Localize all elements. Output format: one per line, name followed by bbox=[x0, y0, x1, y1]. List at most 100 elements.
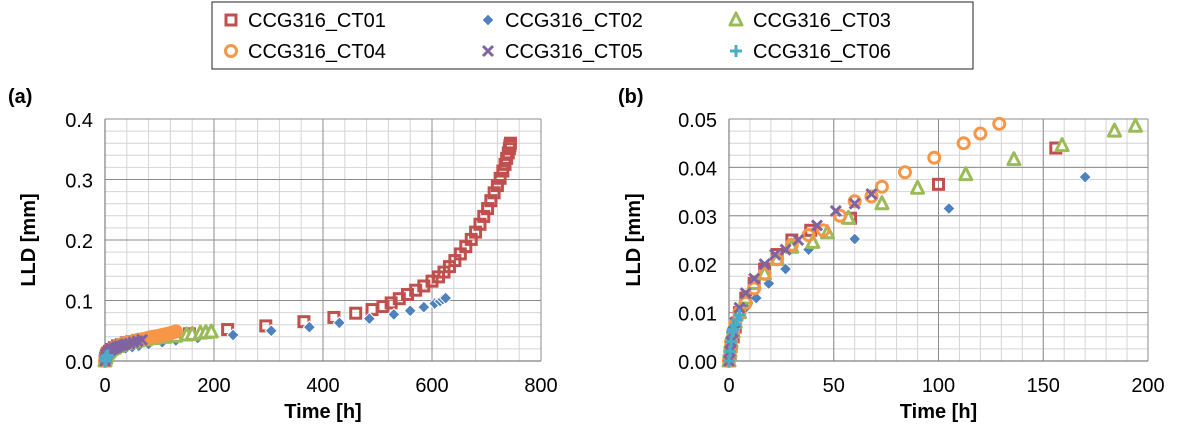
legend-box bbox=[211, 1, 974, 70]
data-point-ccg316-ct04 bbox=[847, 194, 862, 209]
legend-marker-ccg316-ct02 bbox=[481, 13, 495, 27]
y-tick-label: 0.01 bbox=[678, 304, 717, 326]
data-point-ccg316-ct05 bbox=[865, 187, 878, 201]
y-tick-label: 0.02 bbox=[678, 255, 717, 277]
x-tick-label: 100 bbox=[922, 375, 955, 397]
data-point-ccg316-ct05 bbox=[135, 333, 149, 346]
data-point-ccg316-ct02 bbox=[332, 316, 347, 330]
x-axis-title: Time [h] bbox=[900, 401, 977, 423]
data-point-ccg316-ct01 bbox=[349, 306, 363, 320]
data-point-ccg316-ct04 bbox=[738, 295, 753, 310]
data-point-ccg316-ct06 bbox=[101, 349, 114, 362]
legend-marker-ccg316-ct01 bbox=[224, 13, 238, 27]
data-point-ccg316-ct01 bbox=[481, 202, 495, 216]
data-point-ccg316-ct01 bbox=[932, 177, 945, 191]
data-point-ccg316-ct04 bbox=[784, 237, 799, 252]
data-point-ccg316-ct03 bbox=[910, 179, 926, 195]
x-tick-label: 800 bbox=[524, 375, 557, 397]
data-point-ccg316-ct03 bbox=[1006, 151, 1022, 167]
data-point-ccg316-ct02 bbox=[942, 201, 956, 216]
data-point-ccg316-ct04 bbox=[864, 189, 879, 204]
y-tick-label: 0.03 bbox=[678, 207, 717, 229]
y-tick-label: 0.05 bbox=[678, 110, 717, 132]
data-point-ccg316-ct05 bbox=[779, 243, 792, 256]
data-point-ccg316-ct01 bbox=[484, 194, 498, 208]
legend-marker-ccg316-ct06 bbox=[730, 45, 742, 57]
x-tick-label: 200 bbox=[197, 375, 230, 397]
data-point-ccg316-ct04 bbox=[833, 208, 848, 223]
data-point-ccg316-ct04 bbox=[897, 165, 912, 180]
y-tick-label: 0.3 bbox=[65, 171, 93, 193]
data-point-ccg316-ct02 bbox=[847, 232, 862, 246]
data-point-ccg316-ct04 bbox=[816, 223, 831, 238]
series-ccg316-ct06 bbox=[723, 309, 746, 367]
data-points-a bbox=[97, 136, 517, 368]
grid-a bbox=[104, 118, 542, 362]
data-point-ccg316-ct06 bbox=[733, 309, 746, 322]
data-point-ccg316-ct05 bbox=[748, 272, 761, 285]
data-points-b bbox=[721, 116, 1143, 368]
chart-panel-a: 0 200 400 600 800 0.0 0.1 0.2 0.3 0.4 Time [h] LLD … bbox=[8, 86, 558, 423]
data-point-ccg316-ct02 bbox=[438, 291, 453, 305]
legend-marker-ccg316-ct04 bbox=[224, 44, 238, 58]
x-tick-label: 0 bbox=[723, 375, 734, 397]
data-point-ccg316-ct05 bbox=[739, 287, 752, 300]
data-point-ccg316-ct05 bbox=[829, 204, 842, 218]
data-point-ccg316-ct04 bbox=[992, 116, 1007, 131]
data-point-ccg316-ct04 bbox=[927, 150, 942, 165]
data-point-ccg316-ct04 bbox=[956, 136, 971, 151]
x-tick-label: 150 bbox=[1027, 375, 1060, 397]
data-point-ccg316-ct01 bbox=[487, 186, 501, 200]
data-point-ccg316-ct05 bbox=[848, 197, 861, 210]
data-point-ccg316-ct02 bbox=[403, 304, 417, 318]
data-point-ccg316-ct05 bbox=[733, 301, 746, 314]
legend-label-ccg316-ct01: CCG316_CT01 bbox=[248, 10, 386, 32]
data-point-ccg316-ct03 bbox=[958, 166, 974, 182]
data-point-ccg316-ct01 bbox=[493, 171, 507, 185]
legend-label-ccg316-ct03: CCG316_CT03 bbox=[753, 10, 891, 32]
data-point-ccg316-ct05 bbox=[758, 258, 771, 271]
x-tick-label: 0 bbox=[99, 375, 110, 397]
y-tick-label: 0.1 bbox=[65, 292, 93, 314]
data-point-ccg316-ct01 bbox=[490, 179, 504, 193]
series-ccg316-ct06 bbox=[99, 349, 114, 367]
y-tick-label: 0.0 bbox=[65, 352, 93, 374]
legend-label-ccg316-ct04: CCG316_CT04 bbox=[248, 41, 386, 63]
data-point-ccg316-ct02 bbox=[417, 300, 431, 314]
y-axis-title: LLD [mm] bbox=[623, 193, 645, 286]
data-point-ccg316-ct02 bbox=[1078, 170, 1092, 184]
legend: CCG316_CT01 CCG316_CT02 CCG316_CT03 CCG316_… bbox=[211, 1, 974, 70]
panel-label: (b) bbox=[618, 86, 644, 108]
y-axis-title: LLD [mm] bbox=[18, 193, 40, 286]
data-point-ccg316-ct03 bbox=[1127, 117, 1143, 133]
y-tick-label: 0.00 bbox=[678, 352, 717, 374]
data-point-ccg316-ct02 bbox=[264, 324, 278, 338]
panel-label: (a) bbox=[8, 86, 32, 108]
legend-label-ccg316-ct02: CCG316_CT02 bbox=[505, 10, 643, 32]
data-point-ccg316-ct02 bbox=[302, 320, 317, 334]
data-point-ccg316-ct01 bbox=[503, 136, 517, 150]
data-point-ccg316-ct05 bbox=[810, 219, 824, 232]
data-point-ccg316-ct03 bbox=[203, 323, 219, 339]
x-tick-label: 50 bbox=[823, 375, 845, 397]
legend-marker-ccg316-ct05 bbox=[481, 44, 495, 58]
data-point-ccg316-ct04 bbox=[973, 126, 988, 141]
data-point-ccg316-ct05 bbox=[792, 233, 805, 247]
data-point-ccg316-ct04 bbox=[874, 179, 889, 194]
data-point-ccg316-ct02 bbox=[226, 328, 240, 342]
data-point-ccg316-ct03 bbox=[1054, 137, 1070, 153]
chart-panel-b: 0 50 100 150 200 0.00 0.01 0.02 0.03 0.04 0.05 Time… bbox=[618, 86, 1165, 423]
data-point-ccg316-ct02 bbox=[387, 307, 401, 322]
data-point-ccg316-ct04 bbox=[168, 324, 183, 339]
data-point-ccg316-ct01 bbox=[496, 164, 510, 178]
data-point-ccg316-ct03 bbox=[1106, 122, 1122, 138]
legend-label-ccg316-ct05: CCG316_CT05 bbox=[505, 41, 643, 63]
data-point-ccg316-ct02 bbox=[778, 262, 793, 276]
data-point-ccg316-ct03 bbox=[874, 195, 890, 211]
x-axis-title: Time [h] bbox=[284, 401, 361, 423]
y-tick-label: 0.4 bbox=[65, 110, 93, 132]
series-ccg316-ct02 bbox=[722, 170, 1092, 368]
x-tick-label: 600 bbox=[415, 375, 448, 397]
y-tick-label: 0.2 bbox=[65, 231, 93, 253]
